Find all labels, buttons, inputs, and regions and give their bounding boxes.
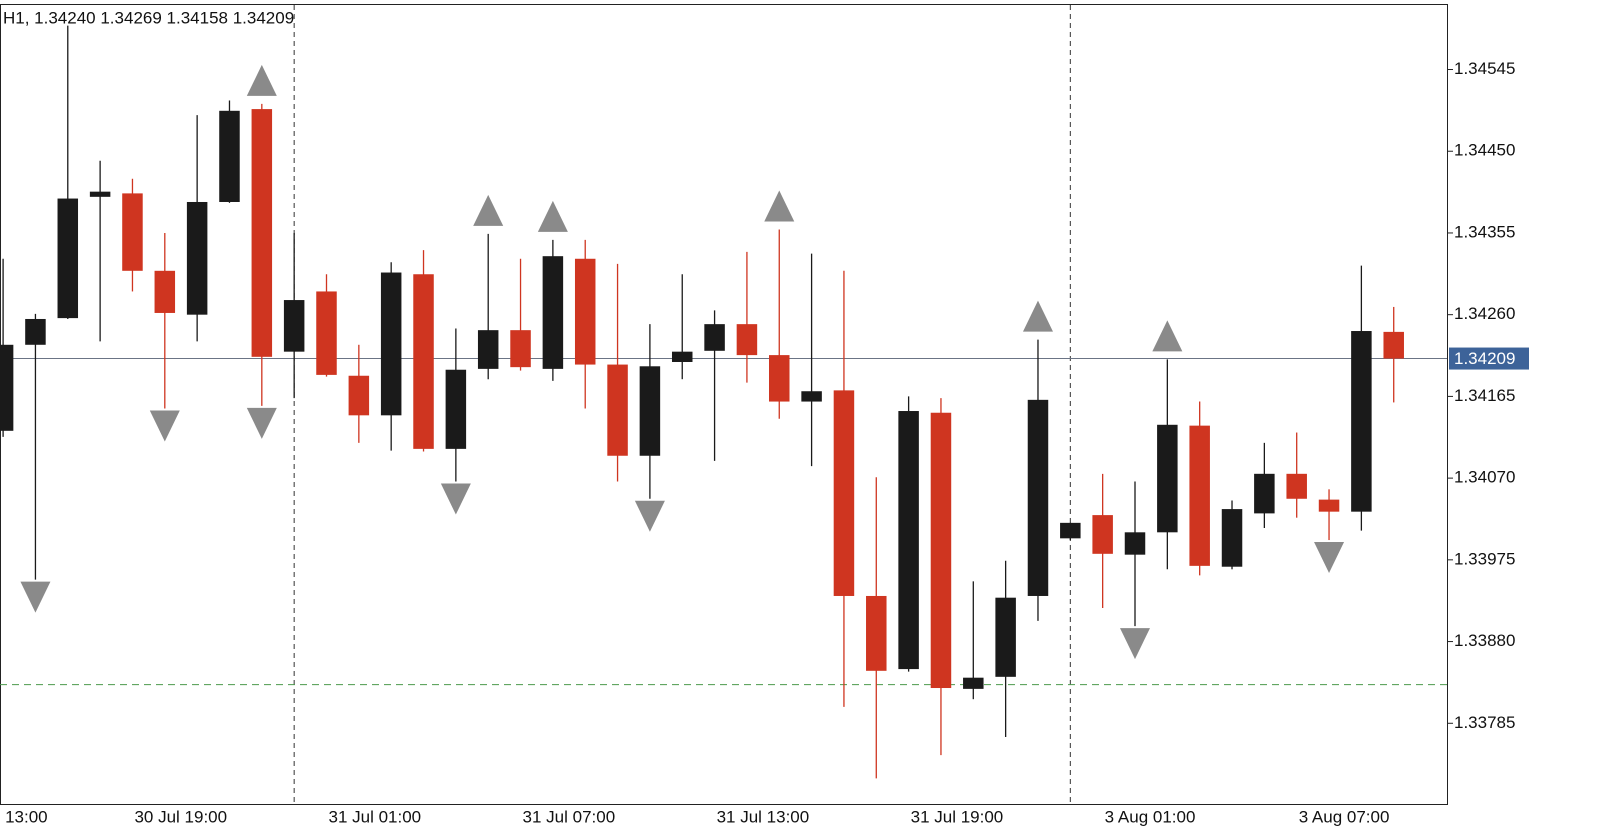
candle-body xyxy=(866,595,887,671)
candle-body xyxy=(1318,499,1340,512)
fractal-up xyxy=(1022,300,1053,332)
candle-body xyxy=(0,344,14,431)
candle-body xyxy=(769,355,790,402)
candle-body xyxy=(25,318,46,345)
fractal-up xyxy=(246,64,277,96)
fractal-up xyxy=(537,200,568,232)
candle-body xyxy=(963,677,984,689)
candle-body xyxy=(542,256,564,369)
candle-body xyxy=(1092,515,1113,554)
y-tick-label: 1.34355 xyxy=(1454,222,1515,241)
candle-body xyxy=(445,369,467,449)
y-tick-label: 1.34545 xyxy=(1454,59,1515,78)
candle-body xyxy=(251,109,273,357)
fractal-down xyxy=(440,483,471,515)
candle-body xyxy=(1286,473,1307,499)
y-tick-label: 1.33880 xyxy=(1454,631,1515,650)
fractal-up xyxy=(473,194,504,226)
candle-body xyxy=(1383,331,1404,359)
candle-body xyxy=(154,270,176,313)
candle-body xyxy=(316,291,337,375)
candle-body xyxy=(1060,522,1081,539)
candle-body xyxy=(219,110,240,202)
candle-body xyxy=(1027,399,1049,596)
x-tick-label: 31 Jul 13:00 xyxy=(717,807,810,826)
fractal-down xyxy=(20,581,51,613)
candle-body xyxy=(1157,424,1178,533)
candle-body xyxy=(801,391,822,402)
candle-body xyxy=(380,272,402,416)
candle-body xyxy=(1189,425,1210,566)
candle-body xyxy=(833,390,855,596)
candle-body xyxy=(995,597,1016,677)
candle-body xyxy=(1351,331,1372,512)
candle-body xyxy=(671,351,693,362)
x-tick-label: 31 Jul 01:00 xyxy=(329,807,422,826)
candle-body xyxy=(1254,473,1275,514)
candle-body xyxy=(122,193,143,271)
candle-body xyxy=(1221,509,1243,567)
candle-body xyxy=(639,366,661,456)
candle-body xyxy=(898,411,919,670)
fractal-up xyxy=(1152,320,1183,352)
candle-body xyxy=(57,198,79,319)
candle-body xyxy=(477,330,499,369)
fractal-down xyxy=(634,500,665,532)
candle-body xyxy=(704,324,725,351)
candle-body xyxy=(413,274,434,449)
candle-body xyxy=(930,412,952,689)
candle-body xyxy=(574,258,596,365)
last-price-box xyxy=(1449,347,1529,370)
fractal-down xyxy=(1314,542,1345,574)
y-tick-label: 1.34165 xyxy=(1454,386,1515,405)
chart-header: H1, 1.34240 1.34269 1.34158 1.34209 xyxy=(3,8,294,27)
x-tick-label: 31 Jul 19:00 xyxy=(911,807,1004,826)
candle-body xyxy=(89,191,111,197)
fractal-down xyxy=(149,410,180,442)
x-tick-label: 13:00 xyxy=(5,807,48,826)
y-tick-label: 1.33975 xyxy=(1454,549,1515,568)
y-tick-label: 1.34070 xyxy=(1454,468,1515,487)
candle-body xyxy=(736,324,758,356)
x-tick-label: 31 Jul 07:00 xyxy=(523,807,616,826)
fractal-down xyxy=(246,407,277,439)
candle-body xyxy=(348,375,370,416)
last-price-label: 1.34209 xyxy=(1454,349,1515,368)
y-tick-label: 1.34450 xyxy=(1454,141,1515,160)
x-tick-label: 3 Aug 01:00 xyxy=(1105,807,1196,826)
fractal-up xyxy=(764,190,795,222)
fractal-down xyxy=(1120,628,1150,660)
candle-body xyxy=(510,330,531,368)
y-tick-label: 1.34260 xyxy=(1454,304,1515,323)
x-tick-label: 30 Jul 19:00 xyxy=(134,807,227,826)
candle-body xyxy=(186,201,208,315)
candle-body xyxy=(1124,532,1146,555)
candle-body xyxy=(607,364,628,456)
x-tick-label: 3 Aug 07:00 xyxy=(1299,807,1390,826)
y-tick-label: 1.33785 xyxy=(1454,713,1515,732)
candle-body xyxy=(283,300,305,352)
